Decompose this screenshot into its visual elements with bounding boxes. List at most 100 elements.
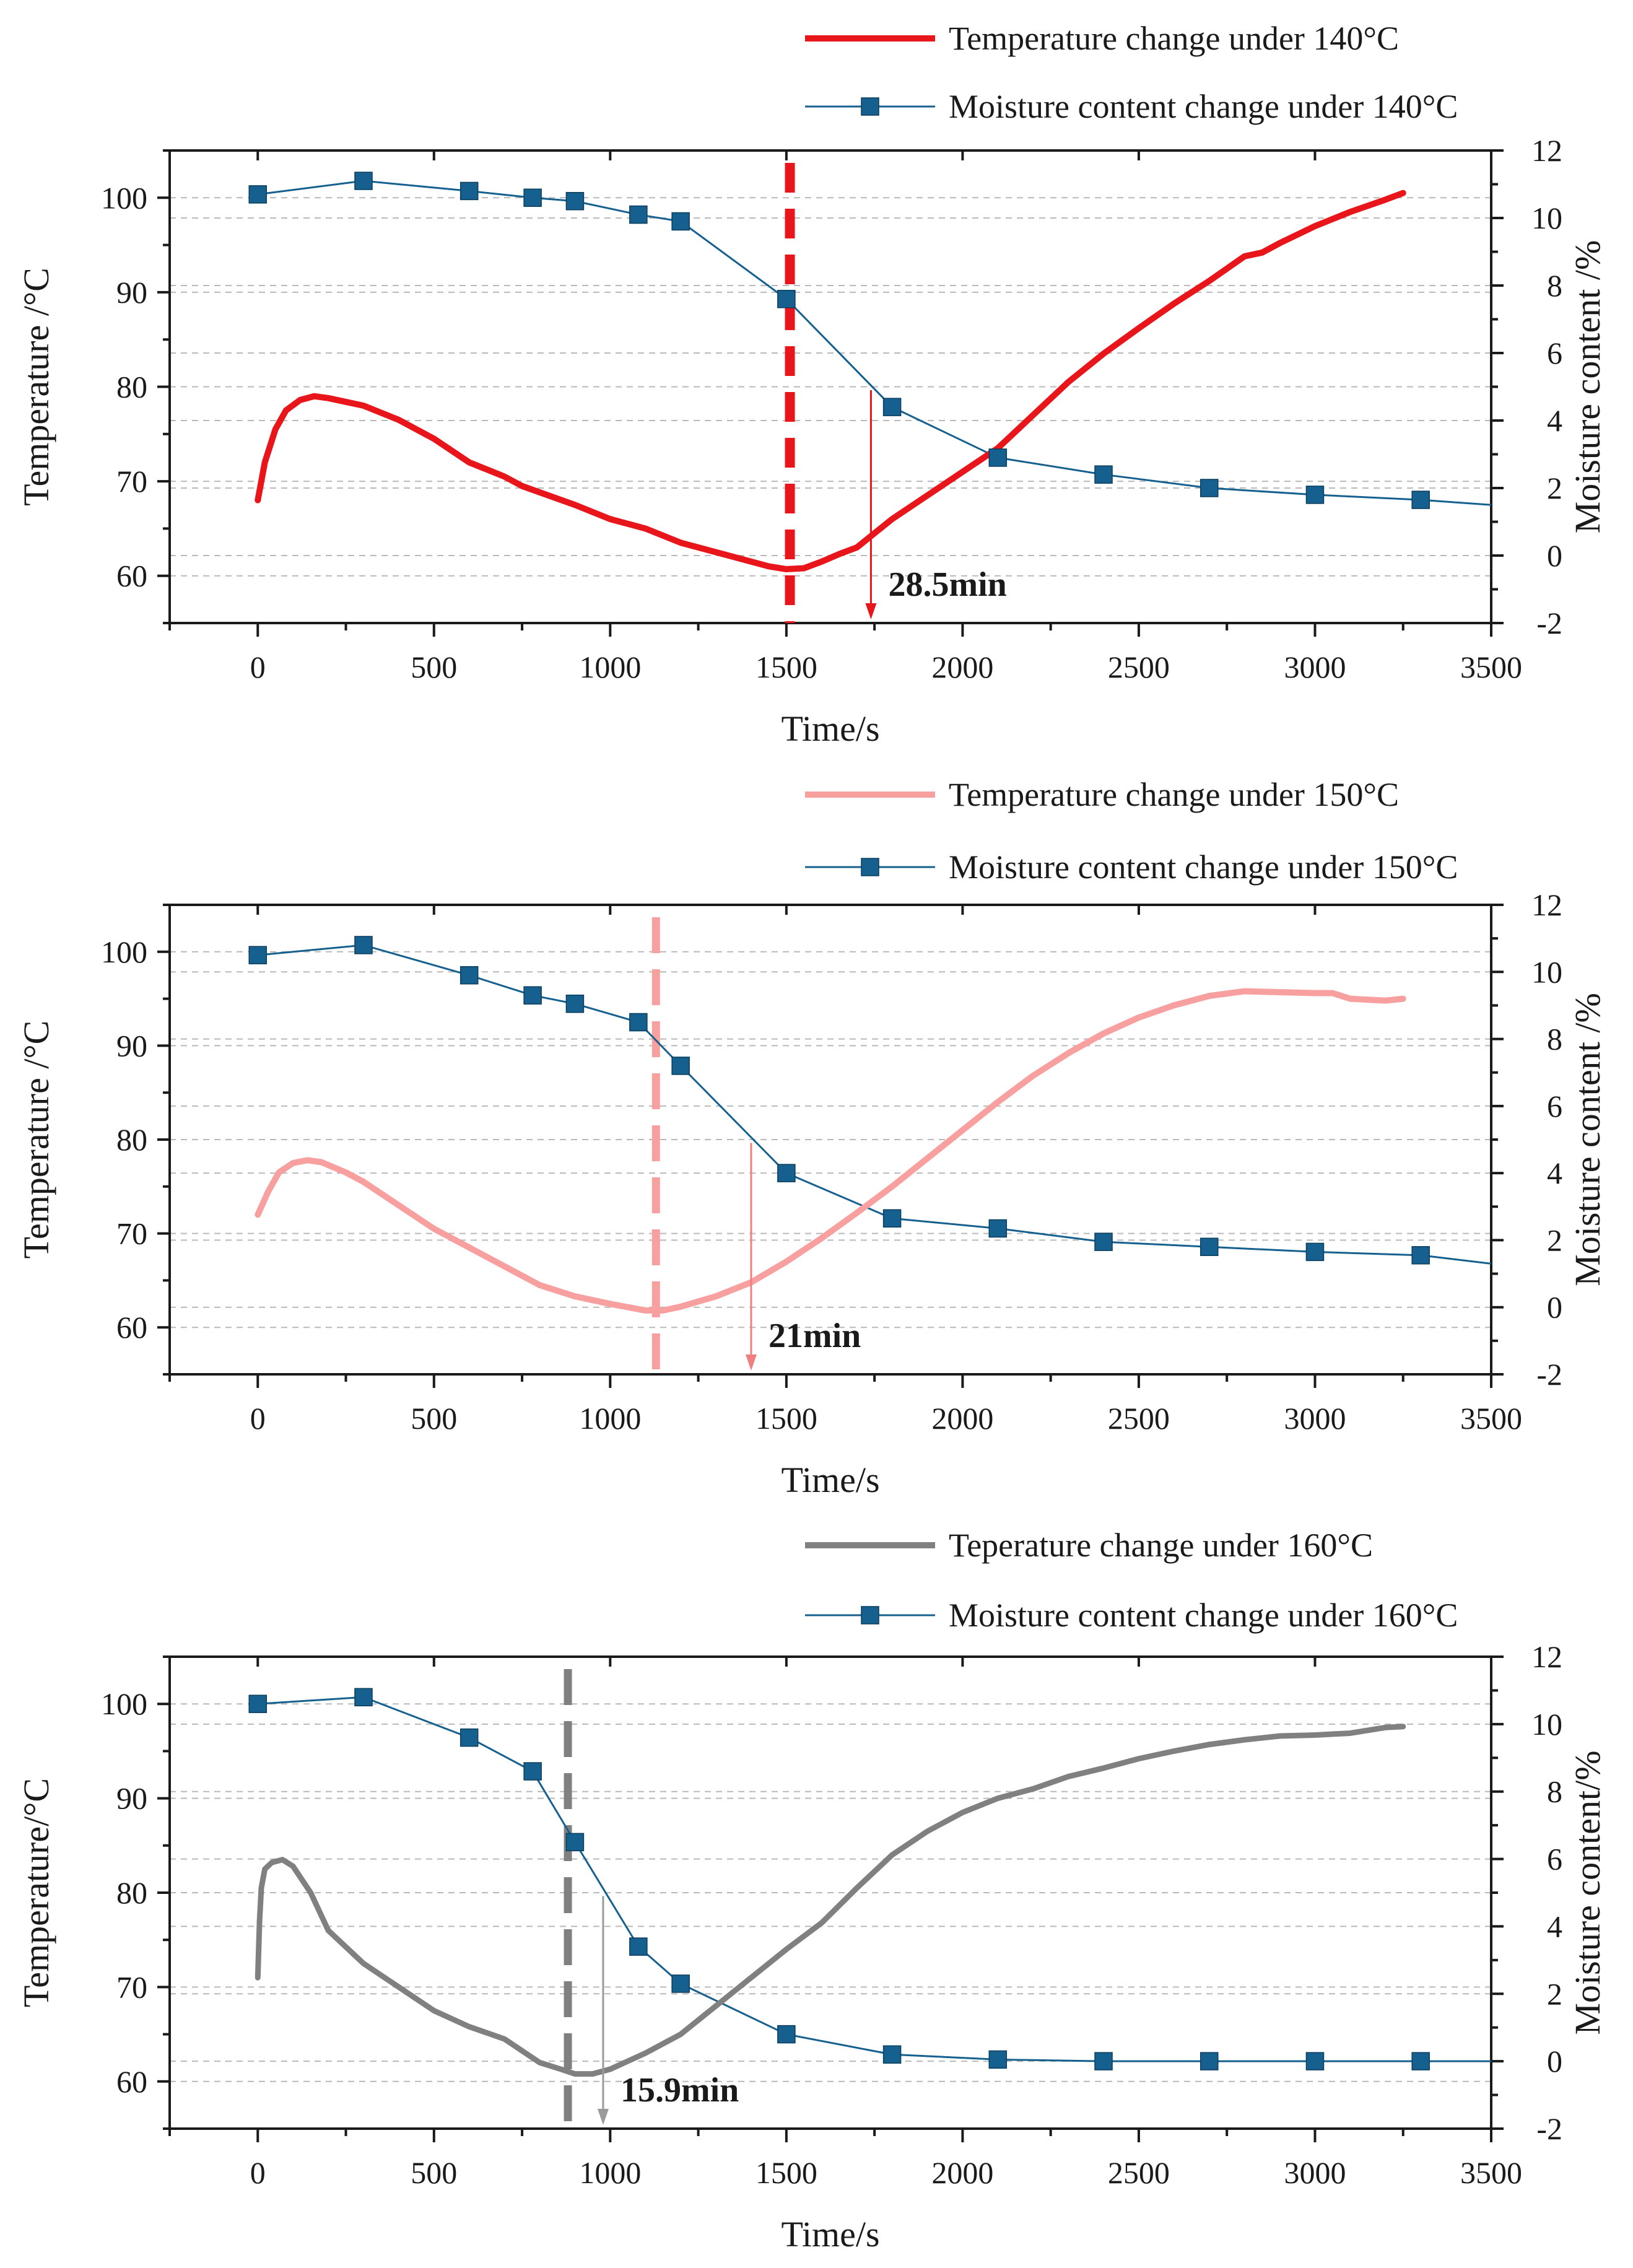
legend-temperature-label: Temperature change under 140°C (949, 20, 1399, 57)
x-tick-label: 1500 (756, 1401, 817, 1436)
moisture-marker (1305, 2052, 1325, 2070)
y-right-tick-label: 10 (1531, 201, 1562, 235)
moisture-marker (248, 1694, 268, 1713)
x-tick-label: 2500 (1108, 1401, 1170, 1436)
moisture-marker (459, 181, 479, 201)
y-left-tick-label: 100 (101, 180, 147, 215)
moisture-marker (354, 1688, 373, 1707)
y-right-tick-label: 0 (1547, 538, 1562, 573)
y-left-tick-label: 70 (116, 464, 147, 499)
x-axis: 0 500 1000 1500 2000 2500 3000 3500 (168, 1657, 1522, 2190)
y-axis-left: 60 70 80 90 100 (101, 1655, 170, 2130)
temperature-line (255, 1724, 1406, 2077)
moisture-marker (1094, 1232, 1113, 1251)
y-left-tick-label: 60 (116, 2064, 147, 2099)
legend: Temperature change under 150°C Moisture c… (805, 776, 1458, 886)
y-right-tick-label: 4 (1547, 1909, 1562, 1943)
moisture-marker (354, 172, 373, 190)
legend-moisture-label: Moisture content change under 140°C (949, 88, 1458, 125)
legend-moisture-marker (861, 858, 879, 876)
y-right-tick-label: 4 (1547, 1156, 1562, 1190)
moisture-marker (988, 448, 1008, 467)
y-right-tick-label: -2 (1536, 2111, 1562, 2146)
x-tick-label: 1500 (756, 650, 817, 684)
y-left-tick-label: 70 (116, 1969, 147, 2004)
y-right-tick-label: 10 (1531, 1707, 1562, 1742)
y-left-tick-label: 80 (116, 1875, 147, 1910)
y-left-tick-label: 90 (116, 1028, 147, 1063)
x-tick-label: 1500 (756, 2155, 817, 2190)
y-axis-left-title: Temperature /°C (16, 1021, 56, 1259)
chart-panel-top: 0 500 1000 1500 2000 2500 3000 3500Time/s607080… (16, 20, 1608, 749)
y-right-tick-label: 6 (1547, 336, 1562, 370)
y-axis-right: -2 0 2 4 6 8 10 12 (1491, 888, 1562, 1392)
y-axis-right: -2 0 2 4 6 8 10 12 (1491, 133, 1562, 640)
y-left-tick-label: 60 (116, 559, 147, 593)
moisture-marker (565, 192, 585, 211)
moisture-marker (988, 2050, 1008, 2069)
x-tick-label: 3000 (1284, 650, 1346, 684)
moisture-marker (523, 986, 542, 1005)
legend: Temperature change under 140°C Moisture c… (805, 20, 1458, 125)
moisture-marker (629, 1013, 648, 1032)
moisture-markers (248, 1688, 1430, 2070)
y-right-tick-label: 0 (1547, 2044, 1562, 2078)
y-right-tick-label: 12 (1531, 888, 1562, 922)
y-axis-left: 60 70 80 90 100 (101, 904, 170, 1376)
grid-lines (170, 1703, 1491, 2082)
moisture-marker (248, 185, 268, 204)
moisture-marker (1200, 1237, 1219, 1257)
x-tick-label: 3500 (1460, 1401, 1522, 1436)
moisture-marker (459, 1728, 479, 1747)
moisture-marker (1094, 465, 1113, 484)
moisture-marker (671, 212, 690, 231)
series (255, 163, 1491, 623)
y-left-tick-label: 100 (101, 1686, 147, 1721)
legend-moisture-marker (861, 97, 879, 116)
x-tick-label: 2500 (1108, 2155, 1170, 2190)
annotation-arrowhead (745, 1354, 757, 1371)
y-axis-left-title: Temperature /°C (16, 268, 56, 506)
moisture-marker (1411, 1246, 1430, 1265)
x-axis: 0 500 1000 1500 2000 2500 3000 3500 (168, 905, 1522, 1436)
moisture-marker (1200, 2052, 1219, 2070)
y-right-tick-label: 6 (1547, 1089, 1562, 1123)
x-tick-label: 500 (411, 1401, 457, 1436)
temperature-line (255, 190, 1406, 573)
moisture-marker (1411, 2052, 1430, 2070)
y-left-tick-label: 90 (116, 275, 147, 310)
y-right-tick-label: 8 (1547, 268, 1562, 303)
y-left-tick-label: 100 (101, 935, 147, 969)
series (255, 917, 1491, 1374)
x-tick-label: 2000 (931, 2155, 993, 2190)
chart-panel-bottom: 0 500 1000 1500 2000 2500 3000 3500Time/s607080… (16, 1527, 1608, 2254)
x-tick-label: 3500 (1460, 2155, 1522, 2190)
legend-moisture-label: Moisture content change under 160°C (949, 1597, 1458, 1634)
moisture-marker (882, 398, 902, 416)
moisture-marker (1200, 479, 1219, 497)
y-axis-right: -2 0 2 4 6 8 10 12 (1491, 1639, 1562, 2146)
moisture-markers (248, 172, 1430, 509)
moisture-markers (248, 936, 1430, 1265)
moisture-marker (882, 1209, 902, 1228)
temperature-line (255, 988, 1406, 1314)
y-right-tick-label: 2 (1547, 471, 1562, 505)
annotation-label: 15.9min (621, 2071, 739, 2109)
moisture-marker (629, 205, 648, 224)
legend-moisture-marker (861, 1606, 879, 1625)
y-right-tick-label: 8 (1547, 1022, 1562, 1057)
moisture-marker (1094, 2052, 1113, 2070)
y-right-tick-label: 2 (1547, 1223, 1562, 1257)
x-tick-label: 1000 (579, 650, 641, 684)
legend-temperature-label: Teperature change under 160°C (949, 1527, 1373, 1564)
grid-lines (170, 951, 1491, 1328)
moisture-marker (1411, 491, 1430, 509)
moisture-marker (459, 966, 479, 985)
x-tick-label: 2000 (931, 1401, 993, 1436)
legend: Teperature change under 160°C Moisture co… (805, 1527, 1458, 1634)
x-tick-label: 1000 (579, 2155, 641, 2190)
y-right-tick-label: 10 (1531, 954, 1562, 989)
moisture-marker (1305, 1242, 1325, 1262)
y-right-tick-label: 8 (1547, 1774, 1562, 1809)
